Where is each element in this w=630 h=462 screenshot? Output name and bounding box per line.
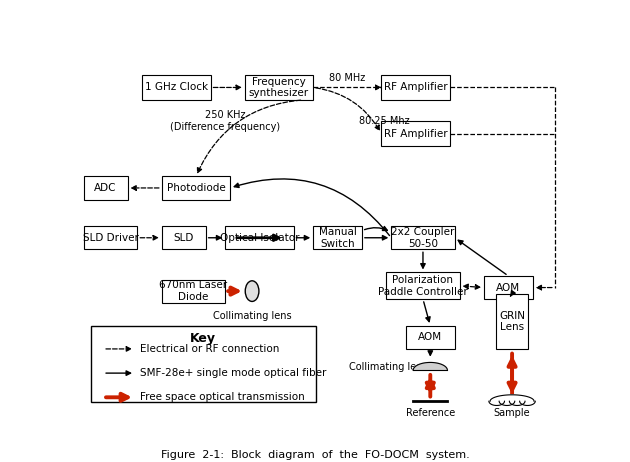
Polygon shape <box>490 395 534 401</box>
Text: Polarization
Paddle Controller: Polarization Paddle Controller <box>378 275 468 297</box>
FancyBboxPatch shape <box>142 75 210 100</box>
Text: RF Amplifier: RF Amplifier <box>384 129 447 139</box>
FancyBboxPatch shape <box>162 176 230 200</box>
Text: 1 GHz Clock: 1 GHz Clock <box>145 82 208 92</box>
Text: SLD: SLD <box>173 233 194 243</box>
Text: Photodiode: Photodiode <box>166 183 226 193</box>
Polygon shape <box>489 401 505 406</box>
Text: ADC: ADC <box>94 183 117 193</box>
Text: 80 MHz: 80 MHz <box>329 73 365 83</box>
FancyBboxPatch shape <box>313 226 362 249</box>
FancyBboxPatch shape <box>84 176 127 200</box>
Text: 670nm Laser
Diode: 670nm Laser Diode <box>159 280 227 302</box>
FancyBboxPatch shape <box>91 326 316 402</box>
Text: SLD Driver: SLD Driver <box>83 233 139 243</box>
Text: RF Amplifier: RF Amplifier <box>384 82 447 92</box>
Polygon shape <box>520 401 536 406</box>
FancyBboxPatch shape <box>162 226 205 249</box>
Ellipse shape <box>245 281 259 301</box>
FancyBboxPatch shape <box>226 226 294 249</box>
FancyBboxPatch shape <box>381 121 450 146</box>
Polygon shape <box>413 363 447 370</box>
Text: GRIN
Lens: GRIN Lens <box>499 310 525 332</box>
Text: Free space optical transmission: Free space optical transmission <box>140 392 304 402</box>
FancyBboxPatch shape <box>381 75 450 100</box>
Text: SMF-28e+ single mode optical fiber: SMF-28e+ single mode optical fiber <box>140 368 326 378</box>
Text: Collimating lens: Collimating lens <box>350 362 428 372</box>
Polygon shape <box>499 401 515 406</box>
Polygon shape <box>510 401 525 406</box>
Text: Frequency
synthesizer: Frequency synthesizer <box>249 77 309 98</box>
Text: Optical Isolator: Optical Isolator <box>220 233 299 243</box>
Text: 80.25 Mhz: 80.25 Mhz <box>360 116 410 126</box>
FancyBboxPatch shape <box>84 226 137 249</box>
Text: Electrical or RF connection: Electrical or RF connection <box>140 344 279 354</box>
FancyBboxPatch shape <box>386 273 460 299</box>
Text: 250 KHz
(Difference frequency): 250 KHz (Difference frequency) <box>170 110 280 132</box>
Text: AOM: AOM <box>496 283 520 292</box>
FancyBboxPatch shape <box>406 326 455 349</box>
Text: 2x2 Coupler
50-50: 2x2 Coupler 50-50 <box>391 227 455 249</box>
FancyBboxPatch shape <box>244 75 313 100</box>
Text: Figure  2-1:  Block  diagram  of  the  FO-DOCM  system.: Figure 2-1: Block diagram of the FO-DOCM… <box>161 450 469 460</box>
Text: Collimating lens: Collimating lens <box>213 310 292 321</box>
FancyBboxPatch shape <box>391 226 455 249</box>
FancyBboxPatch shape <box>484 276 533 299</box>
Text: Manual
Switch: Manual Switch <box>319 227 357 249</box>
Text: AOM: AOM <box>418 332 442 342</box>
Text: Sample: Sample <box>494 408 530 418</box>
Text: Reference: Reference <box>406 407 455 418</box>
FancyBboxPatch shape <box>162 280 226 303</box>
Text: Key: Key <box>190 332 216 345</box>
FancyBboxPatch shape <box>496 294 528 349</box>
